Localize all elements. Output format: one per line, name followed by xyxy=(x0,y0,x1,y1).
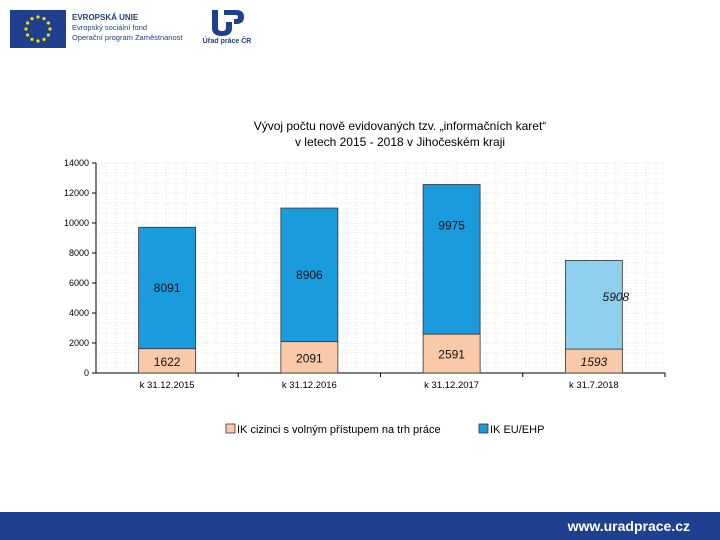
eu-star-icon xyxy=(26,21,30,25)
footer-url-link[interactable]: www.uradprace.cz xyxy=(567,518,690,534)
footer-bar: www.uradprace.cz xyxy=(0,512,720,540)
chart-title-line-1: Vývoj počtu nově evidovaných tzv. „infor… xyxy=(253,119,547,133)
data-label-cizinci: 2091 xyxy=(296,351,323,365)
y-tick-label: 8000 xyxy=(69,248,89,258)
data-label-eu-ehp: 5908 xyxy=(603,290,630,304)
data-label-eu-ehp: 8906 xyxy=(296,268,323,282)
x-tick-label: k 31.12.2017 xyxy=(424,380,479,391)
data-label-cizinci: 1593 xyxy=(581,355,608,369)
data-label-cizinci: 2591 xyxy=(438,348,465,362)
eu-star-icon xyxy=(42,37,46,41)
eu-star-icon xyxy=(30,17,34,21)
eu-line-1: EVROPSKÁ UNIE xyxy=(72,13,139,22)
y-tick-label: 12000 xyxy=(64,188,89,198)
bar-cizinci xyxy=(422,333,481,374)
eu-star-icon xyxy=(46,21,50,25)
eu-star-icon xyxy=(42,17,46,21)
eu-star-icon xyxy=(36,39,40,43)
bar-eu-ehp xyxy=(564,260,623,350)
chart-title: Vývoj počtu nově evidovaných tzv. „infor… xyxy=(150,118,650,150)
urad-prace-logo-icon xyxy=(212,10,244,36)
eu-star-icon xyxy=(48,27,52,31)
eu-star-icon xyxy=(24,27,28,31)
data-label-cizinci: 1622 xyxy=(154,355,181,369)
eu-star-icon xyxy=(46,33,50,37)
legend-swatch-cizinci xyxy=(225,423,236,434)
bar-eu-ehp xyxy=(422,184,481,335)
y-tick-label: 4000 xyxy=(69,308,89,318)
eu-star-icon xyxy=(30,37,34,41)
y-tick-label: 10000 xyxy=(64,218,89,228)
eu-line-2: Evropský sociální fond xyxy=(72,23,148,32)
legend-label-cizinci: IK cizinci s volným přístupem na trh prá… xyxy=(237,424,441,436)
y-tick-label: 14000 xyxy=(64,158,89,168)
x-tick-label: k 31.7.2018 xyxy=(569,380,619,391)
legend-label-eu-ehp: IK EU/EHP xyxy=(490,424,544,436)
x-tick-label: k 31.12.2016 xyxy=(282,380,337,391)
bar-eu-ehp xyxy=(280,207,339,343)
urad-prace-label: Úřad práce ČR xyxy=(202,38,252,45)
data-label-eu-ehp: 9975 xyxy=(438,218,465,232)
data-label-eu-ehp: 8091 xyxy=(154,281,181,295)
eu-line-3: Operační program Zaměstnanost xyxy=(72,33,183,42)
x-tick-label: k 31.12.2015 xyxy=(140,380,195,391)
eu-star-icon xyxy=(36,15,40,19)
y-tick-label: 6000 xyxy=(69,278,89,288)
eu-star-icon xyxy=(26,33,30,37)
bar-eu-ehp xyxy=(138,226,197,350)
eu-operational-programme-text: EVROPSKÁ UNIE Evropský sociální fond Ope… xyxy=(72,13,182,43)
eu-flag-icon xyxy=(10,10,66,48)
legend-swatch-eu-ehp xyxy=(478,423,489,434)
bar-cizinci xyxy=(280,341,339,374)
chart-title-line-2: v letech 2015 - 2018 v Jihočeském kraji xyxy=(294,135,506,149)
y-tick-label: 2000 xyxy=(69,338,89,348)
y-tick-label: 0 xyxy=(84,368,89,378)
